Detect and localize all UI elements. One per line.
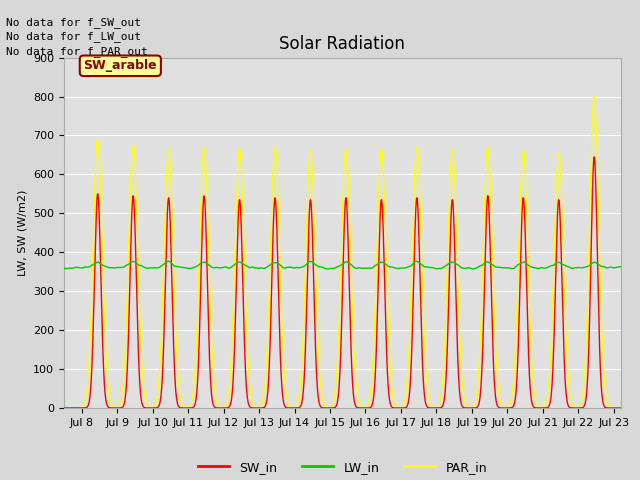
Legend: SW_in, LW_in, PAR_in: SW_in, LW_in, PAR_in bbox=[193, 456, 492, 479]
Text: No data for f_PAR_out: No data for f_PAR_out bbox=[6, 46, 148, 57]
Text: SW_arable: SW_arable bbox=[83, 60, 157, 72]
Text: No data for f_LW_out: No data for f_LW_out bbox=[6, 31, 141, 42]
Y-axis label: LW, SW (W/m2): LW, SW (W/m2) bbox=[17, 190, 28, 276]
Title: Solar Radiation: Solar Radiation bbox=[280, 35, 405, 53]
Text: No data for f_SW_out: No data for f_SW_out bbox=[6, 17, 141, 28]
